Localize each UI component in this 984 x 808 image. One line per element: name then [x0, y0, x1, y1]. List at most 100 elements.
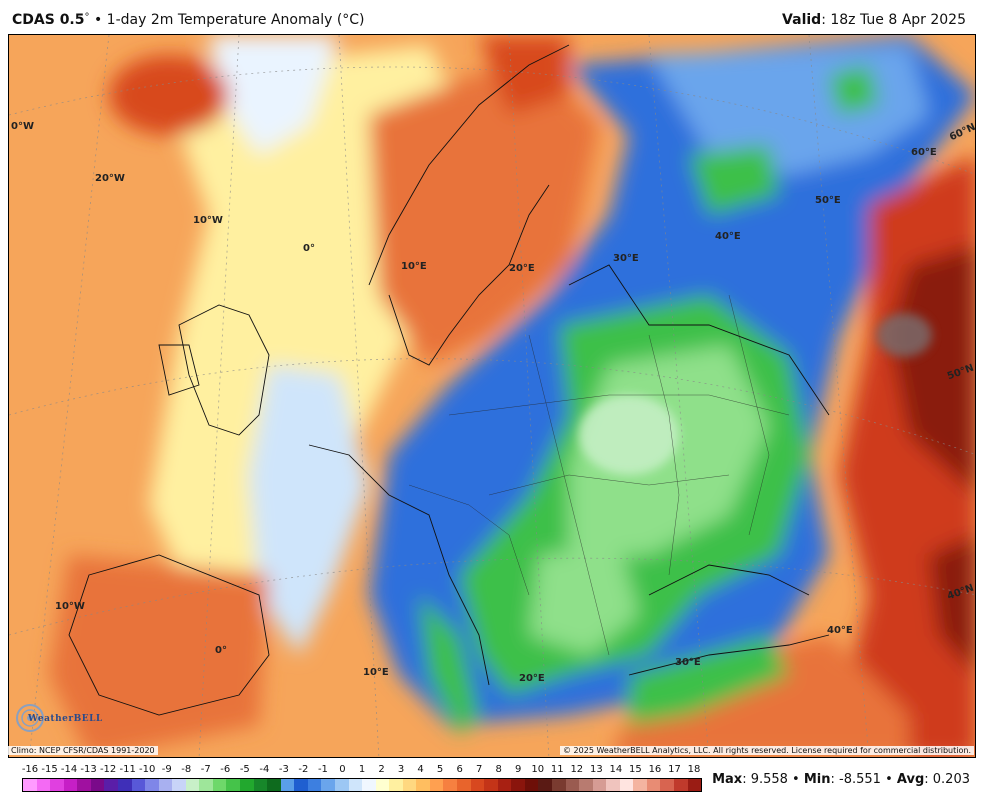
- valid-label: Valid: [782, 12, 822, 28]
- scale-tick: -10: [139, 764, 156, 775]
- lon-label: 50°E: [815, 195, 841, 206]
- lon-label: 0°W: [11, 121, 34, 132]
- scale-swatch: [226, 779, 240, 791]
- scale-swatch: [511, 779, 525, 791]
- scale-swatch: [253, 779, 268, 791]
- scale-swatch: [185, 779, 200, 791]
- scale-tick: 15: [629, 764, 642, 775]
- scale-swatch: [674, 779, 688, 791]
- scale-swatch: [199, 779, 213, 791]
- scale-swatch: [619, 779, 634, 791]
- scale-tick: -6: [220, 764, 231, 775]
- scale-tick: -8: [181, 764, 192, 775]
- scale-tick: -11: [119, 764, 136, 775]
- scale-tick: 3: [397, 764, 405, 775]
- lon-label: 10°W: [55, 601, 85, 612]
- scale-tick: -16: [21, 764, 39, 775]
- scale-tick: -5: [239, 764, 250, 775]
- scale-tick: 6: [456, 764, 463, 775]
- color-scale-bar: [22, 778, 702, 792]
- valid-value: : 18z Tue 8 Apr 2025: [821, 12, 966, 28]
- lon-label: 20°E: [519, 673, 545, 684]
- weatherbell-logo-icon: [16, 704, 44, 732]
- scale-swatch: [687, 779, 702, 791]
- lon-label: 0°: [303, 243, 315, 254]
- graticule: [9, 35, 975, 757]
- scale-swatch: [375, 779, 390, 791]
- copyright-credit: © 2025 WeatherBELL Analytics, LLC. All r…: [560, 746, 974, 755]
- max-label: Max: [712, 772, 743, 787]
- scale-swatch: [538, 779, 552, 791]
- scale-swatch: [484, 779, 498, 791]
- logo-text: WeatherBELL: [28, 714, 103, 724]
- scale-tick: -9: [161, 764, 172, 775]
- avg-label: Avg: [896, 772, 925, 787]
- scale-swatch: [402, 779, 417, 791]
- scale-tick: -14: [60, 764, 78, 775]
- scale-swatch: [240, 779, 254, 791]
- lon-label: 30°E: [675, 657, 701, 668]
- max-value: : 9.558: [742, 772, 788, 787]
- scale-swatch: [145, 779, 159, 791]
- min-label: Min: [803, 772, 831, 787]
- scale-tick-labels: -16 -15 -14 -13 -12 -11 -10 -9 -8 -7 -6 -5 -4 -3 -2 -1 0…: [22, 764, 712, 778]
- scale-tick: 9: [515, 764, 522, 775]
- scale-swatch: [497, 779, 512, 791]
- scale-swatch: [592, 779, 607, 791]
- scale-swatch: [362, 779, 376, 791]
- degree-mark: °: [84, 12, 90, 23]
- scale-tick: 4: [417, 764, 424, 775]
- scale-swatch: [36, 779, 51, 791]
- lon-label: 10°E: [401, 261, 427, 272]
- scale-tick: 18: [687, 764, 701, 775]
- scale-swatch: [63, 779, 78, 791]
- scale-swatch: [131, 779, 146, 791]
- scale-swatch: [280, 779, 295, 791]
- field-stats: Max: 9.558 • Min: -8.551 • Avg: 0.203: [712, 772, 970, 787]
- scale-swatch: [416, 779, 430, 791]
- scale-tick: -1: [317, 764, 328, 775]
- scale-swatch: [579, 779, 593, 791]
- stats-separator: •: [787, 772, 804, 787]
- scale-tick: -3: [278, 764, 289, 775]
- valid-time: Valid: 18z Tue 8 Apr 2025: [782, 12, 966, 28]
- scale-swatch: [267, 779, 281, 791]
- anomaly-field: [9, 35, 975, 757]
- scale-swatch: [321, 779, 335, 791]
- scale-tick: 2: [378, 764, 385, 775]
- scale-swatch: [633, 779, 647, 791]
- scale-swatch: [172, 779, 186, 791]
- lon-label: 40°E: [827, 625, 853, 636]
- scale-swatch: [551, 779, 566, 791]
- product-name: 1-day 2m Temperature Anomaly (°C): [106, 12, 365, 28]
- scale-tick: 12: [570, 764, 584, 775]
- scale-swatch: [294, 779, 308, 791]
- scale-swatch: [470, 779, 485, 791]
- scale-swatch: [77, 779, 91, 791]
- scale-swatch: [158, 779, 173, 791]
- anomaly-core: [579, 313, 932, 475]
- scale-swatch: [117, 779, 132, 791]
- scale-swatch: [212, 779, 227, 791]
- scale-swatch: [104, 779, 118, 791]
- scale-swatch: [90, 779, 105, 791]
- scale-tick: 10: [531, 764, 545, 775]
- scale-swatch: [457, 779, 471, 791]
- scale-tick: 5: [436, 764, 444, 775]
- scale-swatch: [524, 779, 539, 791]
- scale-swatch: [389, 779, 403, 791]
- scale-swatch: [646, 779, 661, 791]
- lon-label: 10°W: [193, 215, 223, 226]
- lon-label: 10°E: [363, 667, 389, 678]
- header: CDAS 0.5° • 1-day 2m Temperature Anomaly…: [0, 0, 984, 34]
- climo-credit: Climo: NCEP CFSR/CDAS 1991-2020: [8, 746, 158, 755]
- avg-value: : 0.203: [924, 772, 970, 787]
- scale-swatch: [348, 779, 363, 791]
- title-separator: •: [89, 12, 107, 28]
- scale-tick: 11: [550, 764, 564, 775]
- lon-label: 20°E: [509, 263, 535, 274]
- model-name: CDAS 0.5: [12, 12, 85, 28]
- lon-label: 60°E: [911, 147, 937, 158]
- lon-label: 0°: [215, 645, 227, 656]
- scale-swatch: [50, 779, 64, 791]
